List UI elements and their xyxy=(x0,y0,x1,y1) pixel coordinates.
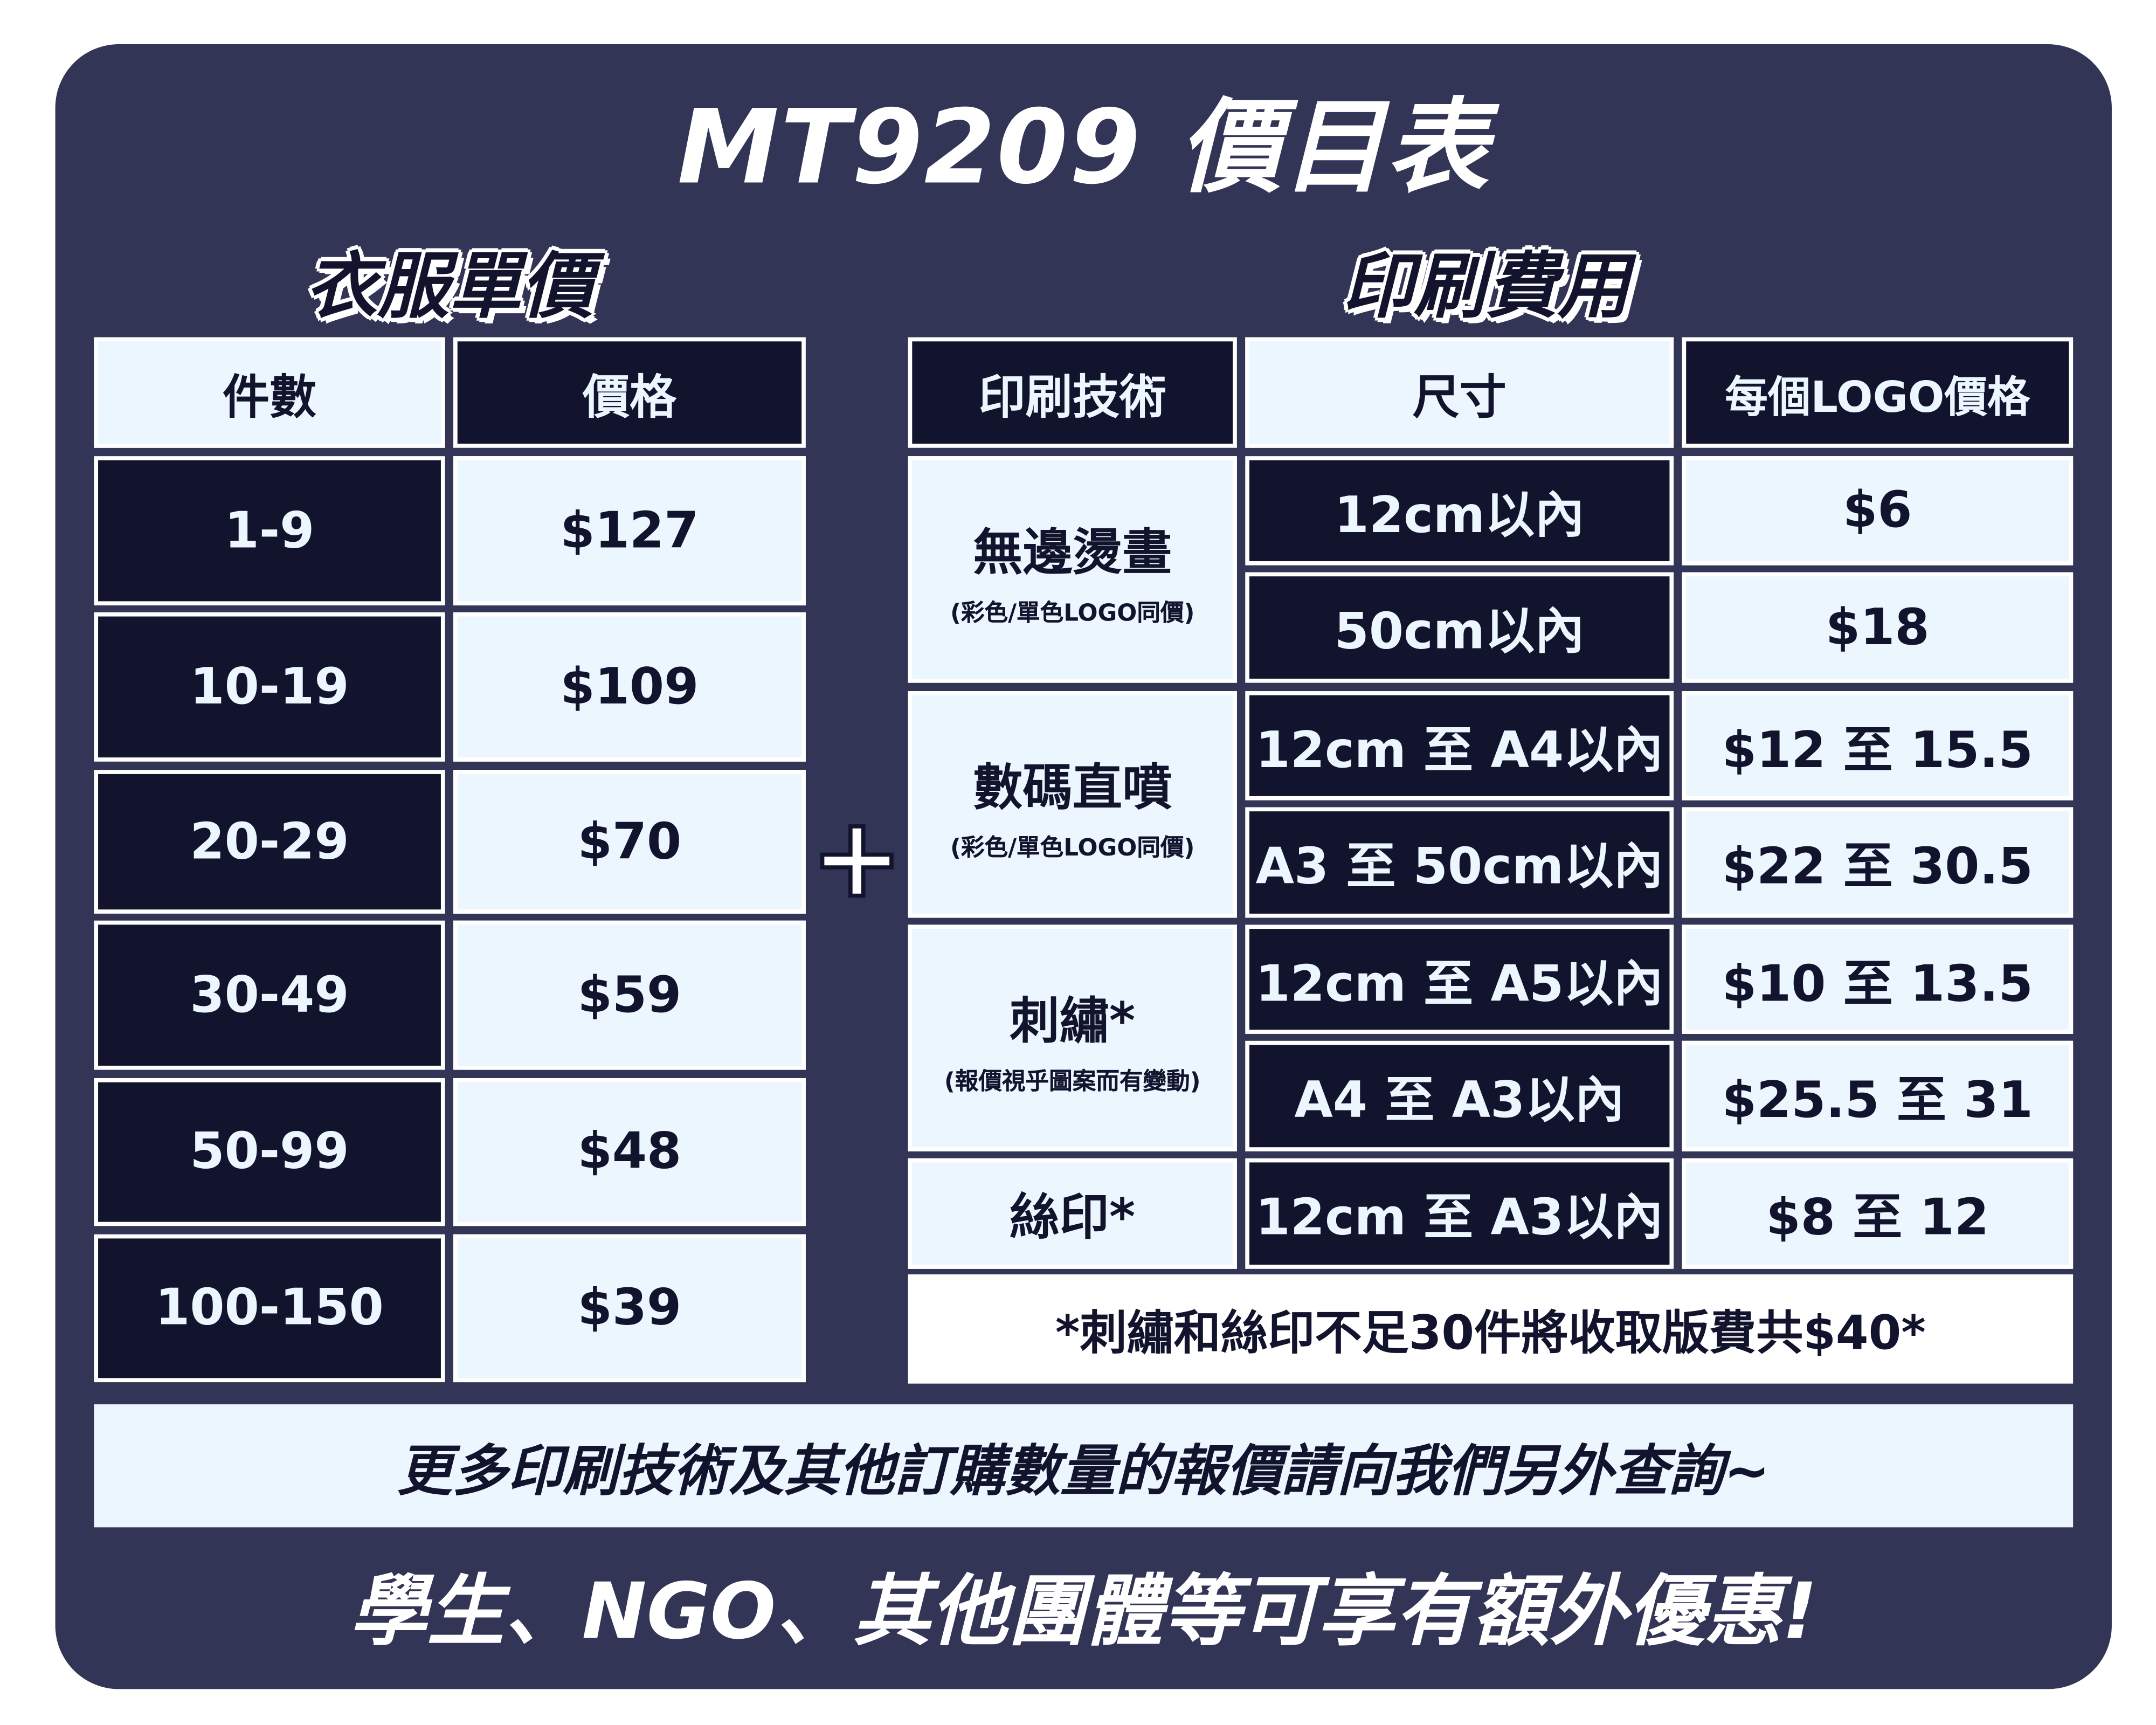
technique-note: (報價視乎圖案而有變動) xyxy=(944,1067,1201,1096)
qty-cell: 10-19 xyxy=(94,612,445,762)
technique-cell: 數碼直噴 (彩色/單色LOGO同價) xyxy=(908,691,1237,918)
discount-footer: 學生、NGO、其他團體等可享有額外優惠! xyxy=(349,1567,1818,1657)
qty-cell: 100-150 xyxy=(94,1234,445,1383)
technique-cell: 無邊燙畫 (彩色/單色LOGO同價) xyxy=(908,456,1237,683)
logo-price-cell: $25.5 至 31 xyxy=(1682,1040,2074,1151)
logo-price-cell: $8 至 12 xyxy=(1682,1158,2074,1269)
price-cell: $39 xyxy=(453,1234,806,1383)
logo-price-cell: $18 xyxy=(1682,572,2074,683)
technique-note: (彩色/單色LOGO同價) xyxy=(950,599,1195,627)
technique-name: 絲印* xyxy=(1010,1190,1136,1247)
qty-cell: 30-49 xyxy=(94,920,445,1070)
price-cell: $59 xyxy=(453,920,806,1070)
setup-fee-footnote: *刺繡和絲印不足30件將收取版費共$40* xyxy=(908,1274,2074,1384)
size-cell: A3 至 50cm以內 xyxy=(1245,807,1674,918)
size-cell: 12cm 至 A4以內 xyxy=(1245,691,1674,801)
size-cell: 12cm以內 xyxy=(1245,456,1674,565)
qty-cell: 20-29 xyxy=(94,770,445,914)
clothing-heading: 衣服單價 xyxy=(305,246,593,329)
header-quantity: 件數 xyxy=(94,337,445,448)
price-cell: $127 xyxy=(453,456,806,606)
technique-cell: 刺繡* (報價視乎圖案而有變動) xyxy=(908,924,1237,1151)
logo-price-cell: $22 至 30.5 xyxy=(1682,807,2074,918)
header-size: 尺寸 xyxy=(1245,337,1674,448)
size-cell: A4 至 A3以內 xyxy=(1245,1040,1674,1151)
technique-name: 無邊燙畫 xyxy=(973,525,1172,582)
printing-heading: 印刷費用 xyxy=(1342,246,1630,329)
header-price: 價格 xyxy=(453,337,806,448)
price-cell: $48 xyxy=(453,1078,806,1226)
technique-cell: 絲印* xyxy=(908,1158,1237,1269)
header-technique: 印刷技術 xyxy=(908,337,1237,448)
logo-price-cell: $10 至 13.5 xyxy=(1682,924,2074,1034)
price-cell: $70 xyxy=(453,770,806,914)
inquiry-banner: 更多印刷技術及其他訂購數量的報價請向我們另外查詢~ xyxy=(94,1404,2074,1528)
size-cell: 12cm 至 A5以內 xyxy=(1245,924,1674,1034)
header-logo-price: 每個LOGO價格 xyxy=(1682,337,2074,448)
price-cell: $109 xyxy=(453,612,806,762)
qty-cell: 50-99 xyxy=(94,1078,445,1226)
technique-note: (彩色/單色LOGO同價) xyxy=(950,834,1195,862)
logo-price-cell: $6 xyxy=(1682,456,2074,565)
page-title: MT9209 價目表 xyxy=(677,87,1490,207)
size-cell: 12cm 至 A3以內 xyxy=(1245,1158,1674,1269)
size-cell: 50cm以內 xyxy=(1245,572,1674,683)
technique-name: 刺繡* xyxy=(1010,993,1136,1050)
technique-name: 數碼直噴 xyxy=(973,759,1172,817)
logo-price-cell: $12 至 15.5 xyxy=(1682,691,2074,801)
qty-cell: 1-9 xyxy=(94,456,445,606)
plus-icon: + xyxy=(808,791,906,923)
